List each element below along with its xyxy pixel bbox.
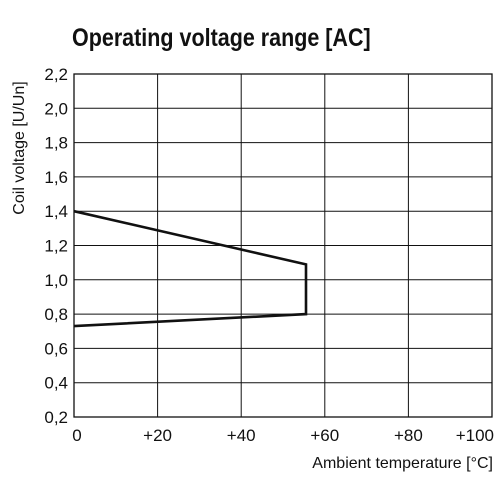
y-tick-labels: 0,2 0,4 0,6 0,8 1,0 1,2 1,4 1,6 1,8 2,0 2,2 — [44, 65, 68, 427]
grid — [73, 73, 493, 418]
y-tick-label: 2,2 — [44, 65, 68, 84]
series-group — [73, 209, 308, 328]
x-tick-label: +40 — [227, 426, 256, 445]
y-tick-label: 1,4 — [44, 202, 68, 221]
chart-title: Operating voltage range [AC] — [72, 24, 371, 52]
y-tick-label: 1,0 — [44, 271, 68, 290]
plot-frame — [73, 73, 493, 418]
y-tick-label: 2,0 — [44, 99, 68, 118]
x-tick-label: +100 — [456, 426, 494, 445]
x-tick-label: 0 — [72, 426, 81, 445]
x-tick-labels: 0 +20 +40 +60 +80 +100 — [72, 426, 494, 445]
y-tick-label: 0,8 — [44, 305, 68, 324]
y-tick-label: 0,6 — [44, 339, 68, 358]
x-tick-label: +80 — [394, 426, 423, 445]
y-tick-label: 1,6 — [44, 168, 68, 187]
x-tick-label: +20 — [143, 426, 172, 445]
plot-frame-group — [73, 73, 493, 418]
y-axis-label: Coil voltage [U/Un] — [11, 81, 28, 214]
y-tick-label: 1,8 — [44, 134, 68, 153]
y-tick-label: 0,2 — [44, 408, 68, 427]
series-line — [73, 209, 308, 328]
x-axis-label: Ambient temperature [°C] — [312, 455, 493, 472]
x-tick-label: +60 — [310, 426, 339, 445]
y-tick-label: 0,4 — [44, 374, 68, 393]
y-tick-label: 1,2 — [44, 237, 68, 256]
